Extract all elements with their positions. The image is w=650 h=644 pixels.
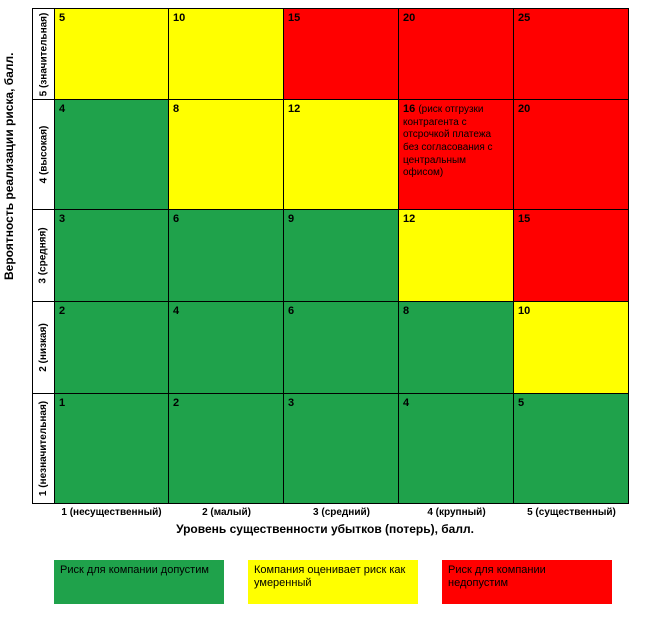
y-axis-labels: 5 (значительная)4 (высокая)3 (средняя)2 … — [32, 8, 54, 504]
heatmap-row: 5 10 15 20 25 — [54, 8, 629, 100]
legend-item: Компания оценивает риск как умеренный — [248, 560, 418, 604]
cell-value: 5 — [518, 397, 524, 409]
heatmap-cell: 9 — [284, 210, 399, 302]
heatmap-cell: 20 — [514, 100, 629, 210]
cell-value: 3 — [288, 397, 294, 409]
heatmap-row: 4 8 12 16 (риск отгрузки контрагента с отср… — [54, 100, 629, 210]
heatmap-cell: 2 — [169, 394, 284, 504]
cell-value: 1 — [59, 397, 65, 409]
cell-value: 8 — [403, 305, 409, 317]
heatmap-cell: 6 — [284, 302, 399, 394]
heatmap-cell: 15 — [514, 210, 629, 302]
y-axis-label: 2 (низкая) — [32, 302, 54, 394]
heatmap-cell: 4 — [399, 394, 514, 504]
cell-value: 25 — [518, 12, 530, 24]
heatmap-row: 1 2 3 4 5 — [54, 394, 629, 504]
cell-value: 12 — [288, 103, 300, 115]
heatmap-cell: 8 — [169, 100, 284, 210]
heatmap-cell: 20 — [399, 8, 514, 100]
cell-value: 15 — [288, 12, 300, 24]
heatmap-cell: 5 — [514, 394, 629, 504]
heatmap-cell: 8 — [399, 302, 514, 394]
cell-value: 20 — [403, 12, 415, 24]
legend-item: Риск для компании допустим — [54, 560, 224, 604]
x-axis-label: 3 (средний) — [284, 504, 399, 518]
cell-value: 4 — [403, 397, 409, 409]
heatmap-cell: 4 — [54, 100, 169, 210]
heatmap-cell: 2 — [54, 302, 169, 394]
cell-value: 5 — [59, 12, 65, 24]
legend: Риск для компании допустим Компания оцени… — [54, 560, 642, 604]
cell-note: (риск отгрузки контрагента с отсрочкой п… — [403, 104, 493, 178]
y-axis-label: 1 (незначительная) — [32, 394, 54, 504]
cell-value: 15 — [518, 213, 530, 225]
heatmap-cell: 15 — [284, 8, 399, 100]
x-axis-label: 2 (малый) — [169, 504, 284, 518]
x-axis-label: 4 (крупный) — [399, 504, 514, 518]
heatmap-cell: 3 — [54, 210, 169, 302]
x-axis-label: 5 (существенный) — [514, 504, 629, 518]
risk-matrix-chart: Вероятность реализации риска, балл. 5 (з… — [0, 0, 650, 644]
x-axis-label: 1 (несущественный) — [54, 504, 169, 518]
cell-value: 12 — [403, 213, 415, 225]
cell-value: 2 — [59, 305, 65, 317]
y-axis-title: Вероятность реализации риска, балл. — [2, 53, 16, 280]
heatmap-cell: 4 — [169, 302, 284, 394]
cell-value: 10 — [518, 305, 530, 317]
matrix-area: 5 (значительная)4 (высокая)3 (средняя)2 … — [32, 8, 642, 504]
heatmap-cell: 12 — [284, 100, 399, 210]
legend-item: Риск для компании недопустим — [442, 560, 612, 604]
cell-value: 4 — [173, 305, 179, 317]
heatmap-cell: 12 — [399, 210, 514, 302]
cell-value: 6 — [173, 213, 179, 225]
cell-value: 2 — [173, 397, 179, 409]
heatmap-cell: 16 (риск отгрузки контрагента с отсрочко… — [399, 100, 514, 210]
heatmap-cell: 10 — [514, 302, 629, 394]
cell-value: 10 — [173, 12, 185, 24]
x-axis-title: Уровень существенности убытков (потерь),… — [8, 522, 642, 536]
heatmap-cell: 6 — [169, 210, 284, 302]
heatmap-cell: 1 — [54, 394, 169, 504]
cell-value: 4 — [59, 103, 65, 115]
cell-value: 3 — [59, 213, 65, 225]
cell-value: 9 — [288, 213, 294, 225]
cell-value: 8 — [173, 103, 179, 115]
cell-value: 20 — [518, 103, 530, 115]
heatmap-row: 3 6 9 12 15 — [54, 210, 629, 302]
y-axis-label: 4 (высокая) — [32, 100, 54, 210]
heatmap-cell: 5 — [54, 8, 169, 100]
heatmap-cell: 25 — [514, 8, 629, 100]
heatmap-row: 2 4 6 8 10 — [54, 302, 629, 394]
y-axis-label: 5 (значительная) — [32, 8, 54, 100]
cell-value: 16 — [403, 103, 415, 115]
x-axis-labels: 1 (несущественный)2 (малый)3 (средний)4 … — [54, 504, 642, 518]
cell-value: 6 — [288, 305, 294, 317]
heatmap-cell: 3 — [284, 394, 399, 504]
y-axis-label: 3 (средняя) — [32, 210, 54, 302]
heatmap-cell: 10 — [169, 8, 284, 100]
heatmap-grid: 510152025481216 (риск отгрузки контраген… — [54, 8, 629, 504]
